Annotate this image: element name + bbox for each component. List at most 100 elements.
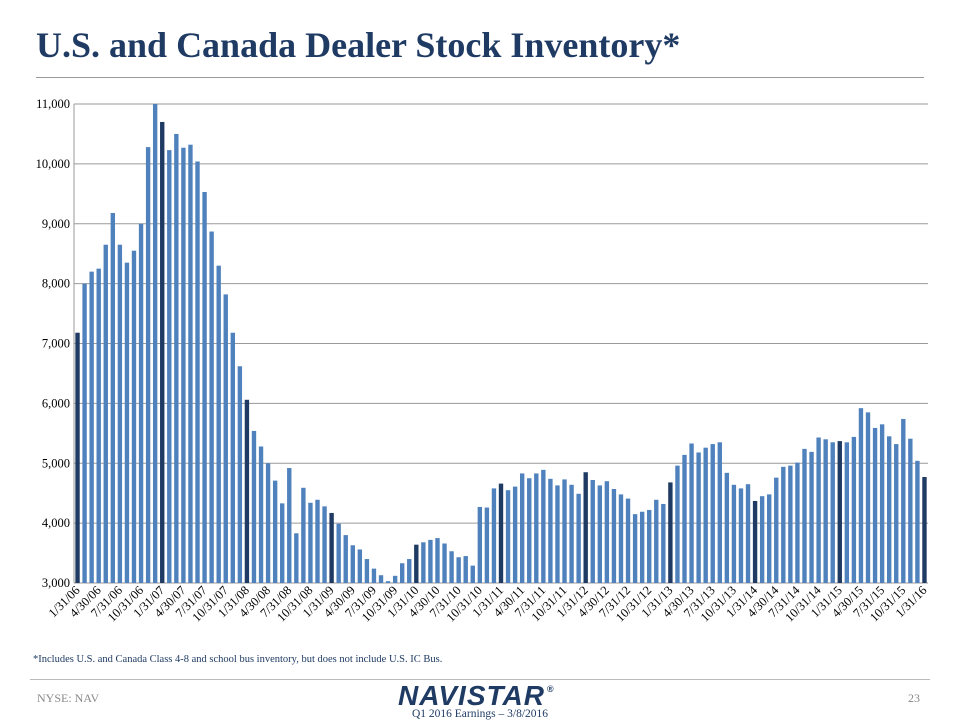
bar <box>280 503 285 583</box>
bar <box>738 488 744 583</box>
bar <box>823 439 828 583</box>
bar <box>872 427 878 583</box>
bar <box>124 262 130 583</box>
bar <box>202 192 207 584</box>
bar <box>400 563 405 583</box>
navistar-logo: NAVISTAR ® <box>398 680 555 712</box>
bar <box>315 499 320 583</box>
bar <box>272 480 278 583</box>
bar <box>548 478 553 583</box>
bar <box>308 502 313 583</box>
bar <box>527 478 532 583</box>
bar <box>767 494 772 583</box>
bar <box>498 483 504 583</box>
bar <box>788 465 793 583</box>
bar <box>89 271 94 583</box>
bar <box>668 482 673 583</box>
bar <box>795 462 800 583</box>
bar <box>555 485 560 583</box>
bar <box>611 488 617 583</box>
bar <box>731 484 737 583</box>
bar <box>675 465 680 583</box>
bar <box>781 466 786 583</box>
y-tick-label: 5,000 <box>42 456 70 470</box>
bar <box>541 469 546 583</box>
logo-text: NAVISTAR <box>398 680 545 711</box>
y-tick-label: 4,000 <box>42 516 70 530</box>
bar <box>110 212 116 583</box>
bar <box>661 503 666 583</box>
bar <box>477 506 483 583</box>
bar <box>632 514 638 583</box>
bar <box>435 538 440 583</box>
y-tick-label: 9,000 <box>42 217 70 231</box>
y-tick-label: 10,000 <box>36 157 70 171</box>
bar <box>858 408 864 583</box>
bar <box>237 366 243 583</box>
bar <box>470 565 475 583</box>
y-tick-label: 3,000 <box>42 576 70 590</box>
bar <box>759 496 765 583</box>
bar <box>618 494 624 583</box>
bar <box>174 133 179 583</box>
bar <box>809 451 814 583</box>
bar <box>491 488 497 583</box>
bar <box>583 472 588 583</box>
bar <box>449 551 454 583</box>
bar <box>167 150 172 583</box>
bar <box>336 523 341 583</box>
bar <box>682 454 687 583</box>
bar <box>442 543 447 583</box>
bar <box>378 575 384 583</box>
bar <box>879 424 885 583</box>
bar <box>576 493 581 583</box>
bar <box>244 399 250 583</box>
bar <box>385 581 391 583</box>
bar <box>639 511 645 583</box>
bar <box>505 490 511 583</box>
bar <box>407 559 412 583</box>
y-tick-label: 8,000 <box>42 277 70 291</box>
bar <box>343 535 348 583</box>
footer-divider <box>30 679 930 680</box>
bar <box>830 442 835 583</box>
bar <box>209 231 214 583</box>
bar <box>421 542 426 583</box>
bar <box>484 507 490 583</box>
bar <box>357 549 363 583</box>
bar <box>915 460 920 583</box>
bar <box>908 438 913 583</box>
bar <box>265 463 271 583</box>
bar <box>181 147 186 584</box>
bar <box>922 477 927 583</box>
bar <box>816 437 821 583</box>
bar <box>844 442 850 583</box>
bar <box>512 486 518 583</box>
bar <box>647 509 652 583</box>
bar <box>519 473 525 583</box>
bar <box>103 244 108 584</box>
y-tick-label: 7,000 <box>42 337 70 351</box>
bar <box>710 444 715 583</box>
bar <box>322 506 327 583</box>
earnings-subtitle: Q1 2016 Earnings – 3/8/2016 <box>411 708 549 720</box>
bar <box>82 283 87 583</box>
bar <box>414 544 419 583</box>
bar <box>745 484 751 583</box>
bar <box>724 472 730 583</box>
bar <box>569 484 574 583</box>
bar <box>534 473 539 583</box>
bar <box>230 332 235 583</box>
bar <box>350 545 355 583</box>
bar <box>329 512 334 583</box>
bar <box>371 568 377 583</box>
bar <box>195 161 200 584</box>
bar <box>463 556 468 583</box>
bar <box>597 485 602 583</box>
bar <box>901 418 906 583</box>
page-number: 23 <box>908 691 920 705</box>
title-divider <box>36 77 924 78</box>
bar <box>216 265 221 583</box>
bar <box>696 452 701 583</box>
footnote: *Includes U.S. and Canada Class 4-8 and … <box>33 654 443 665</box>
